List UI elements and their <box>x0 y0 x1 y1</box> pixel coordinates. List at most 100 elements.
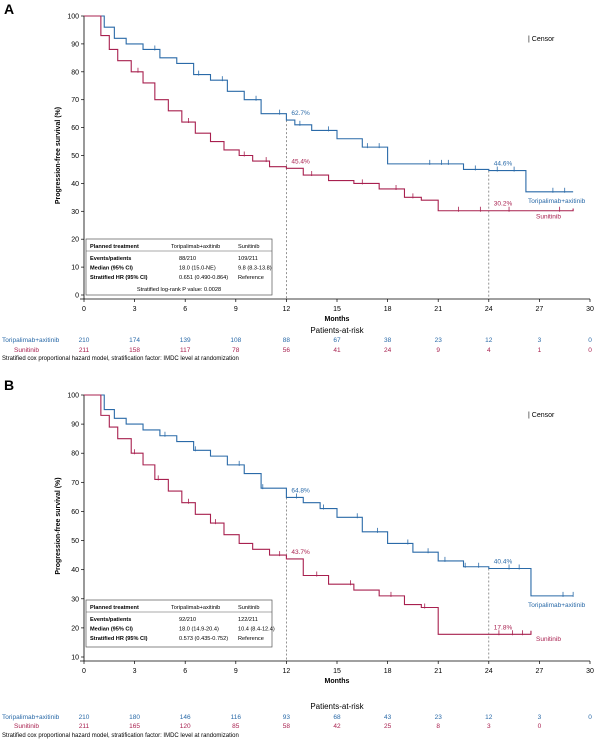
risk-count: 116 <box>231 714 242 721</box>
risk-count: 211 <box>79 723 90 730</box>
risk-count: 117 <box>180 347 191 354</box>
annotation-label: 62.7% <box>291 110 310 117</box>
y-tick-label: 0 <box>75 293 79 300</box>
risk-count: 67 <box>333 337 341 344</box>
risk-count: 43 <box>384 714 392 721</box>
risk-count: 120 <box>180 723 191 730</box>
stats-row-label: Stratified HR (95% CI) <box>90 275 148 281</box>
x-tick-label: 0 <box>82 668 86 675</box>
y-axis-title: Progression-free survival (%) <box>55 107 62 204</box>
risk-count: 174 <box>129 337 140 344</box>
stats-cell: 109/211 <box>238 256 258 262</box>
risk-row-label: Sunitinib <box>14 347 39 354</box>
y-tick-label: 10 <box>71 265 79 272</box>
stats-cell: 92/210 <box>179 617 196 623</box>
risk-count: 165 <box>129 723 140 730</box>
x-tick-label: 21 <box>434 668 442 675</box>
y-tick-label: 90 <box>71 41 79 48</box>
risk-count: 1 <box>538 347 542 354</box>
x-tick-label: 6 <box>183 306 187 313</box>
x-tick-label: 0 <box>82 306 86 313</box>
risk-count: 23 <box>435 714 443 721</box>
footnote: Stratified cox proportional hazard model… <box>2 356 239 362</box>
risk-count: 0 <box>538 723 542 730</box>
risk-count: 3 <box>538 337 542 344</box>
stats-footer: Stratified log-rank P value: 0.0028 <box>137 287 221 293</box>
y-axis-title: Progression-free survival (%) <box>55 477 62 574</box>
risk-count: 108 <box>230 337 241 344</box>
annotation-label: 64.8% <box>291 487 310 494</box>
risk-count: 56 <box>283 347 291 354</box>
stats-table <box>85 238 273 296</box>
risk-count: 38 <box>384 337 392 344</box>
panel-letter: B <box>4 377 14 393</box>
risk-count: 85 <box>232 723 240 730</box>
x-tick-label: 27 <box>536 306 544 313</box>
stats-cell: Reference <box>238 275 264 281</box>
y-tick-label: 60 <box>71 509 79 516</box>
annotation-label: 45.4% <box>291 158 310 165</box>
stats-header: Toripalimab+axitinib <box>171 605 220 611</box>
risk-count: 41 <box>333 347 341 354</box>
risk-count: 68 <box>333 714 341 721</box>
risk-count: 211 <box>79 347 90 354</box>
x-tick-label: 9 <box>234 668 238 675</box>
risk-count: 158 <box>129 347 140 354</box>
stats-table <box>85 599 273 648</box>
risk-count: 210 <box>79 337 90 344</box>
stats-cell: 122/211 <box>238 617 258 623</box>
x-tick-label: 3 <box>133 306 137 313</box>
risk-row-label: Sunitinib <box>14 723 39 730</box>
series-line-sunitinib <box>84 394 532 635</box>
x-tick-label: 21 <box>434 306 442 313</box>
y-tick-label: 70 <box>71 480 79 487</box>
x-tick-label: 24 <box>485 668 493 675</box>
stats-cell: 9.8 (8.3-13.8) <box>238 266 272 272</box>
x-tick-label: 24 <box>485 306 493 313</box>
risk-count: 0 <box>588 347 592 354</box>
y-tick-label: 30 <box>71 596 79 603</box>
stats-header: Sunitinib <box>238 605 259 611</box>
risk-count: 146 <box>180 714 191 721</box>
risk-count: 24 <box>384 347 392 354</box>
risk-count: 4 <box>487 347 491 354</box>
stats-row-label: Events/patients <box>90 617 131 623</box>
y-tick-label: 40 <box>71 181 79 188</box>
risk-row-label: Toripalimab+axitinib <box>2 337 60 344</box>
series-end-label: Sunitinib <box>536 636 561 643</box>
annotation-label: 40.4% <box>494 559 513 566</box>
x-axis-title: Months <box>325 316 350 323</box>
risk-count: 42 <box>333 723 341 730</box>
annotation-label: 44.6% <box>494 161 513 168</box>
stats-row-label: Events/patients <box>90 256 131 262</box>
risk-count: 210 <box>79 714 90 721</box>
footnote: Stratified cox proportional hazard model… <box>2 733 239 739</box>
x-tick-label: 15 <box>333 306 341 313</box>
x-tick-label: 9 <box>234 306 238 313</box>
y-tick-label: 20 <box>71 625 79 632</box>
y-tick-label: 80 <box>71 451 79 458</box>
series-line-toripalimab <box>84 15 574 193</box>
y-tick-label: 30 <box>71 209 79 216</box>
annotation-label: 30.2% <box>494 201 513 208</box>
annotation-label: 17.8% <box>494 624 513 631</box>
x-tick-label: 12 <box>283 668 291 675</box>
y-tick-label: 90 <box>71 422 79 429</box>
y-tick-label: 100 <box>67 14 79 21</box>
risk-count: 3 <box>538 714 542 721</box>
x-tick-label: 12 <box>283 306 291 313</box>
x-tick-label: 18 <box>384 306 392 313</box>
risk-count: 58 <box>283 723 291 730</box>
risk-count: 180 <box>129 714 140 721</box>
risk-count: 12 <box>485 714 493 721</box>
stats-header: Planned treatment <box>90 244 139 250</box>
x-tick-label: 6 <box>183 668 187 675</box>
stats-row-label: Median (95% CI) <box>90 266 133 272</box>
risk-table-title: Patients-at-risk <box>310 326 364 335</box>
y-tick-label: 40 <box>71 567 79 574</box>
y-tick-label: 60 <box>71 125 79 132</box>
stats-cell: 18.0 (14.9-20.4) <box>179 627 219 633</box>
